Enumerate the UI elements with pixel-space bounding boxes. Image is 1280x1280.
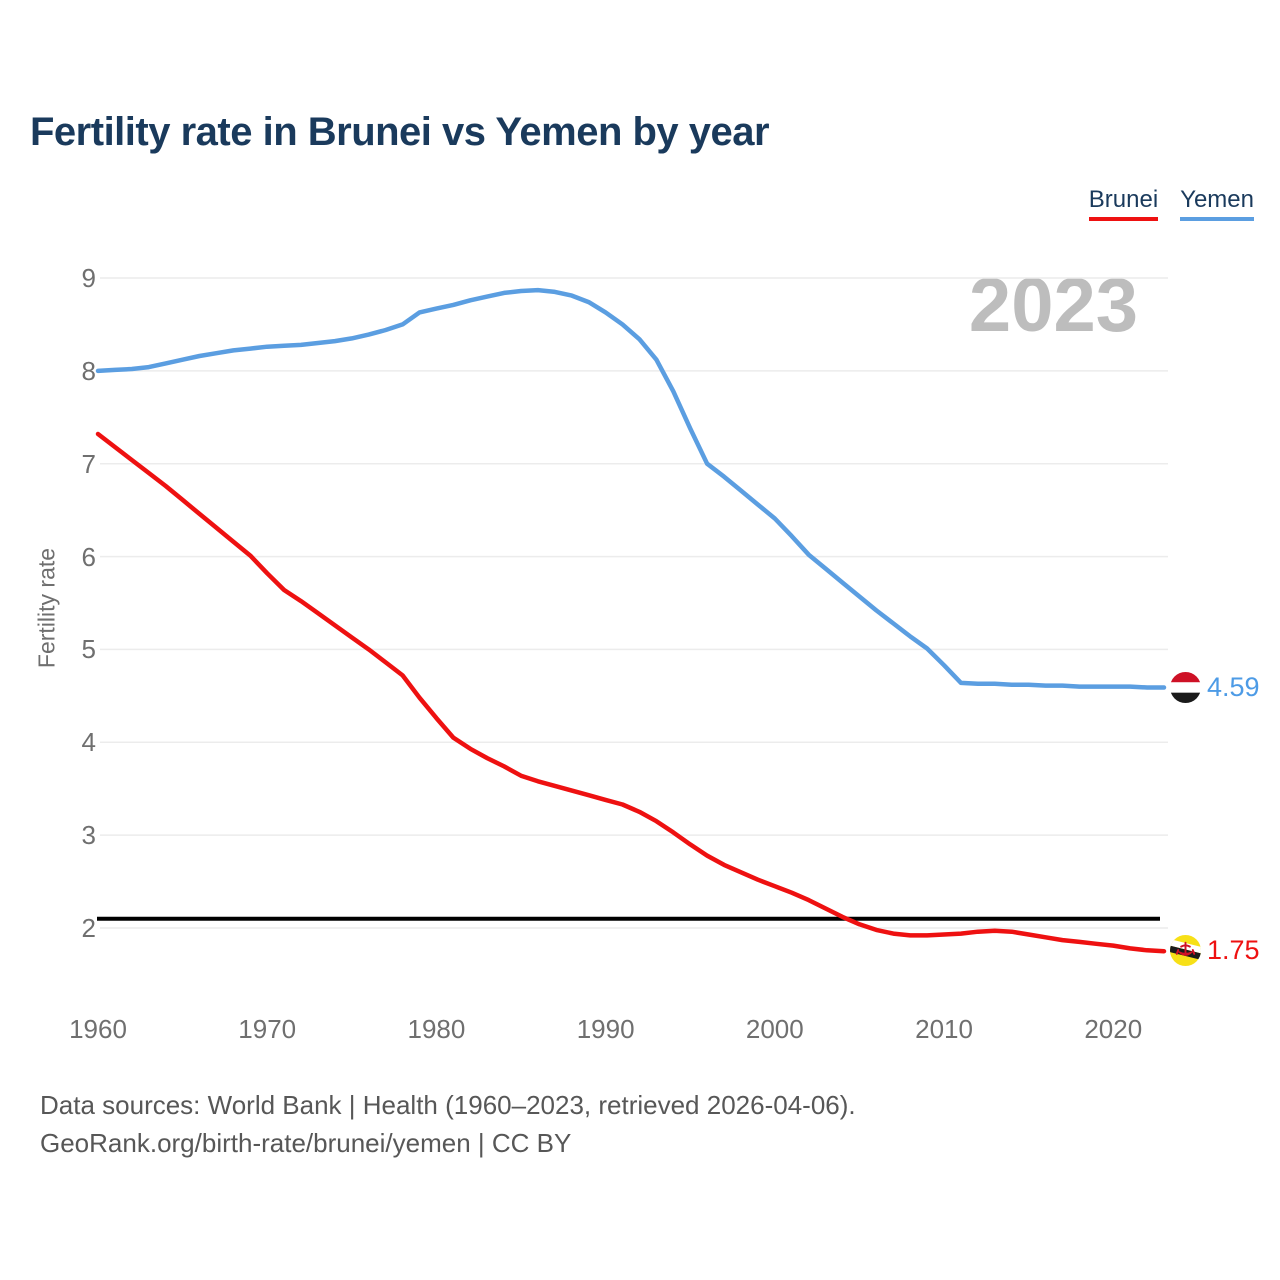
yemen-end-label: 4.59 (1170, 672, 1260, 703)
y-tick-label-6: 6 (81, 541, 96, 572)
legend-item-yemen[interactable]: Yemen (1180, 186, 1254, 221)
y-tick-label-7: 7 (81, 448, 96, 479)
footer: Data sources: World Bank | Health (1960–… (40, 1086, 856, 1162)
brunei-end-label: 1.75 (1170, 935, 1260, 966)
y-tick-label-4: 4 (81, 727, 96, 758)
x-tick-label-1980: 1980 (407, 1014, 466, 1044)
yemen-end-value: 4.59 (1207, 672, 1260, 702)
legend-item-brunei[interactable]: Brunei (1088, 186, 1159, 221)
legend: Brunei Yemen (1088, 186, 1254, 221)
brunei-end-value: 1.75 (1207, 935, 1260, 965)
footer-sources: Data sources: World Bank | Health (1960–… (40, 1090, 856, 1120)
x-tick-label-1960: 1960 (69, 1014, 127, 1044)
y-tick-label-8: 8 (81, 355, 96, 386)
y-tick-label-9: 9 (81, 263, 96, 293)
x-tick-label-1970: 1970 (238, 1014, 297, 1044)
footer-attribution: GeoRank.org/birth-rate/brunei/yemen | CC… (40, 1128, 572, 1158)
y-tick-label-2: 2 (81, 913, 96, 943)
y-tick-label-3: 3 (81, 820, 96, 851)
x-tick-label-2010: 2010 (915, 1014, 973, 1044)
x-tick-label-2000: 2000 (745, 1014, 804, 1044)
x-tick-label-2020: 2020 (1084, 1014, 1143, 1044)
brunei-line (95, 431, 1167, 954)
yemen-line (95, 287, 1167, 690)
brunei-flag-icon (1170, 935, 1201, 966)
x-tick-label-1990: 1990 (576, 1014, 635, 1044)
page-title: Fertility rate in Brunei vs Yemen by yea… (30, 110, 770, 154)
watermark-year: 2023 (968, 263, 1138, 348)
yemen-flag-icon (1170, 672, 1201, 703)
y-tick-label-5: 5 (81, 634, 96, 665)
